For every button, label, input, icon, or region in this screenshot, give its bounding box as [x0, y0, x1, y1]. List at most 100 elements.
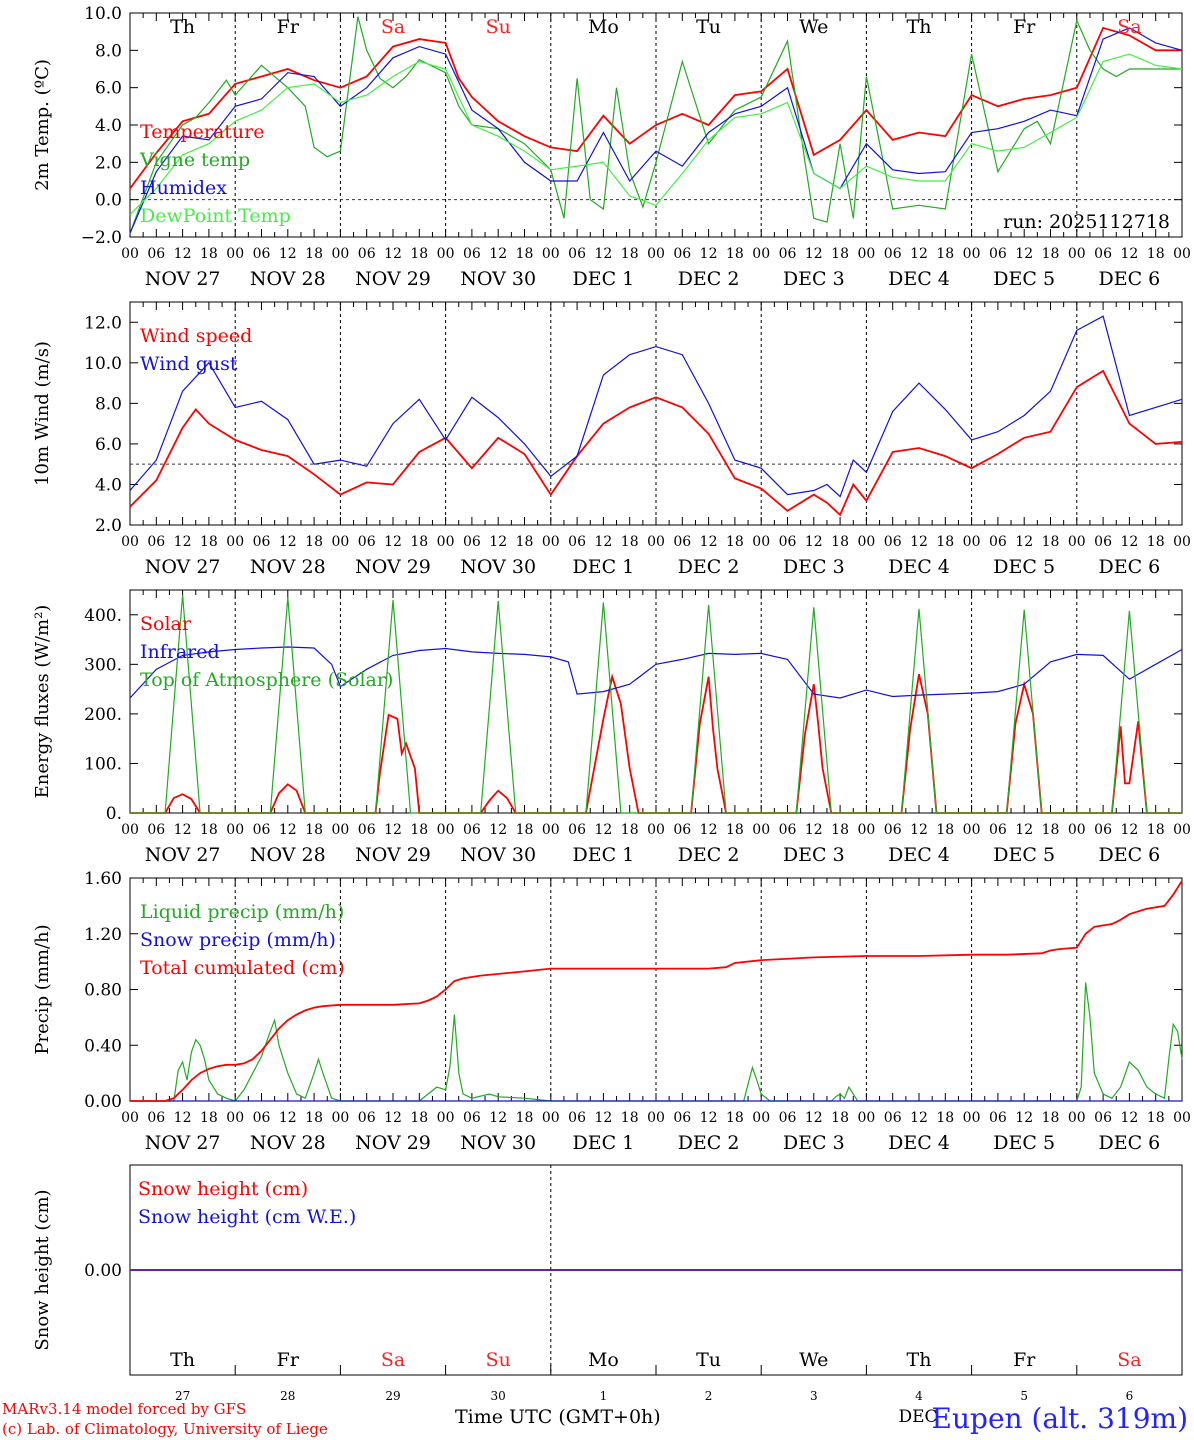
- hour-tick-label: 12: [384, 1110, 402, 1126]
- lab-credit: (c) Lab. of Climatology, University of L…: [2, 1420, 328, 1438]
- hour-tick-label: 12: [489, 534, 507, 550]
- hour-tick-label: 00: [1068, 246, 1086, 262]
- series-dewpoint-temp: [129, 53, 1183, 216]
- hour-tick-label: 18: [831, 822, 849, 838]
- date-label: NOV 28: [250, 844, 326, 866]
- hour-tick-label: 18: [200, 1110, 218, 1126]
- hour-tick-label: 18: [936, 246, 954, 262]
- hour-tick-label: 06: [253, 1110, 271, 1126]
- hour-tick-label: 18: [621, 246, 639, 262]
- day-abbr-label: Tu: [696, 16, 721, 38]
- hour-tick-label: 00: [331, 822, 349, 838]
- hour-tick-label: 00: [963, 822, 981, 838]
- date-label: DEC 4: [888, 268, 950, 290]
- hour-tick-label: 12: [1120, 822, 1138, 838]
- hour-tick-label: 18: [305, 822, 323, 838]
- hour-tick-label: 00: [1068, 1110, 1086, 1126]
- date-label: DEC 5: [993, 844, 1055, 866]
- hour-tick-label: 18: [305, 534, 323, 550]
- legend-entry: Wind gust: [140, 353, 238, 375]
- hour-tick-label: 12: [805, 246, 823, 262]
- hour-tick-label: 00: [226, 246, 244, 262]
- hour-tick-label: 12: [910, 534, 928, 550]
- hour-tick-label: 00: [1068, 822, 1086, 838]
- hour-tick-label: 18: [410, 1110, 428, 1126]
- hour-tick-label: 06: [989, 246, 1007, 262]
- hour-tick-label: 18: [305, 1110, 323, 1126]
- hour-tick-label: 06: [989, 1110, 1007, 1126]
- model-credit: MARv3.14 model forced by GFS: [2, 1400, 247, 1418]
- month-label: DEC: [898, 1407, 937, 1427]
- hour-tick-label: 06: [673, 1110, 691, 1126]
- y-tick-label: 400.: [84, 606, 122, 626]
- hour-tick-label: 06: [884, 822, 902, 838]
- hour-tick-label: 00: [857, 1110, 875, 1126]
- hour-tick-label: 18: [200, 822, 218, 838]
- hour-tick-label: 06: [779, 1110, 797, 1126]
- y-tick-label: 0.80: [84, 981, 122, 1001]
- hour-tick-label: 00: [437, 822, 455, 838]
- hour-tick-label: 18: [726, 822, 744, 838]
- hour-tick-label: 12: [910, 1110, 928, 1126]
- date-label: DEC 3: [783, 844, 845, 866]
- hour-tick-label: 00: [963, 1110, 981, 1126]
- hour-tick-label: 06: [673, 822, 691, 838]
- day-number-label: 29: [385, 1389, 400, 1403]
- hour-tick-label: 06: [1094, 246, 1112, 262]
- legend-entry: Vigne temp: [139, 149, 250, 171]
- date-label: DEC 1: [573, 844, 635, 866]
- hour-tick-label: 00: [121, 1110, 139, 1126]
- hour-tick-label: 12: [174, 534, 192, 550]
- series-infrared: [129, 646, 1183, 699]
- hour-tick-label: 00: [542, 246, 560, 262]
- hour-tick-label: 06: [253, 534, 271, 550]
- date-label: DEC 6: [1099, 844, 1161, 866]
- day-number-label: 27: [175, 1389, 190, 1403]
- hour-tick-label: 12: [279, 822, 297, 838]
- date-label: DEC 3: [783, 268, 845, 290]
- hour-tick-label: 12: [594, 1110, 612, 1126]
- y-tick-label: 4.0: [95, 116, 122, 136]
- hour-tick-label: 12: [805, 1110, 823, 1126]
- hour-tick-label: 18: [516, 822, 534, 838]
- hour-tick-label: 06: [568, 534, 586, 550]
- date-label: NOV 28: [250, 1132, 326, 1154]
- date-label: DEC 2: [678, 268, 740, 290]
- date-label: NOV 30: [460, 844, 536, 866]
- legend-entry: Humidex: [140, 177, 227, 199]
- y-tick-label: 0.40: [84, 1036, 122, 1056]
- hour-tick-label: 00: [226, 822, 244, 838]
- day-abbr-label: Th: [907, 1349, 932, 1371]
- hour-tick-label: 06: [1094, 822, 1112, 838]
- date-label: NOV 30: [460, 556, 536, 578]
- y-tick-label: 8.0: [95, 394, 122, 414]
- day-abbr-label: Sa: [1117, 1349, 1141, 1371]
- hour-tick-label: 06: [358, 822, 376, 838]
- panel-2-frame: [129, 301, 1183, 526]
- hour-tick-label: 12: [174, 246, 192, 262]
- date-label: NOV 27: [145, 1132, 221, 1154]
- y-tick-label: 0.: [106, 804, 122, 824]
- hour-tick-label: 12: [1015, 246, 1033, 262]
- hour-tick-label: 06: [253, 246, 271, 262]
- hour-tick-label: 12: [700, 822, 718, 838]
- hour-tick-label: 06: [568, 1110, 586, 1126]
- day-number-label: 30: [491, 1389, 506, 1403]
- y-tick-label: 2.0: [95, 153, 122, 173]
- date-label: NOV 29: [355, 1132, 431, 1154]
- y-tick-label: 1.60: [84, 869, 122, 889]
- date-label: DEC 4: [888, 844, 950, 866]
- hour-tick-label: 12: [1015, 1110, 1033, 1126]
- date-label: DEC 4: [888, 556, 950, 578]
- hour-tick-label: 06: [253, 822, 271, 838]
- date-label: DEC 2: [678, 1132, 740, 1154]
- hour-tick-label: 06: [463, 246, 481, 262]
- hour-tick-label: 00: [331, 534, 349, 550]
- y-tick-label: 0.00: [84, 1261, 122, 1281]
- date-label: NOV 29: [355, 556, 431, 578]
- y-axis-label: Precip (mm/h): [32, 924, 53, 1054]
- hour-tick-label: 12: [489, 822, 507, 838]
- y-tick-label: 4.0: [95, 475, 122, 495]
- legend-entry: Infrared: [140, 641, 220, 663]
- hour-tick-label: 18: [621, 822, 639, 838]
